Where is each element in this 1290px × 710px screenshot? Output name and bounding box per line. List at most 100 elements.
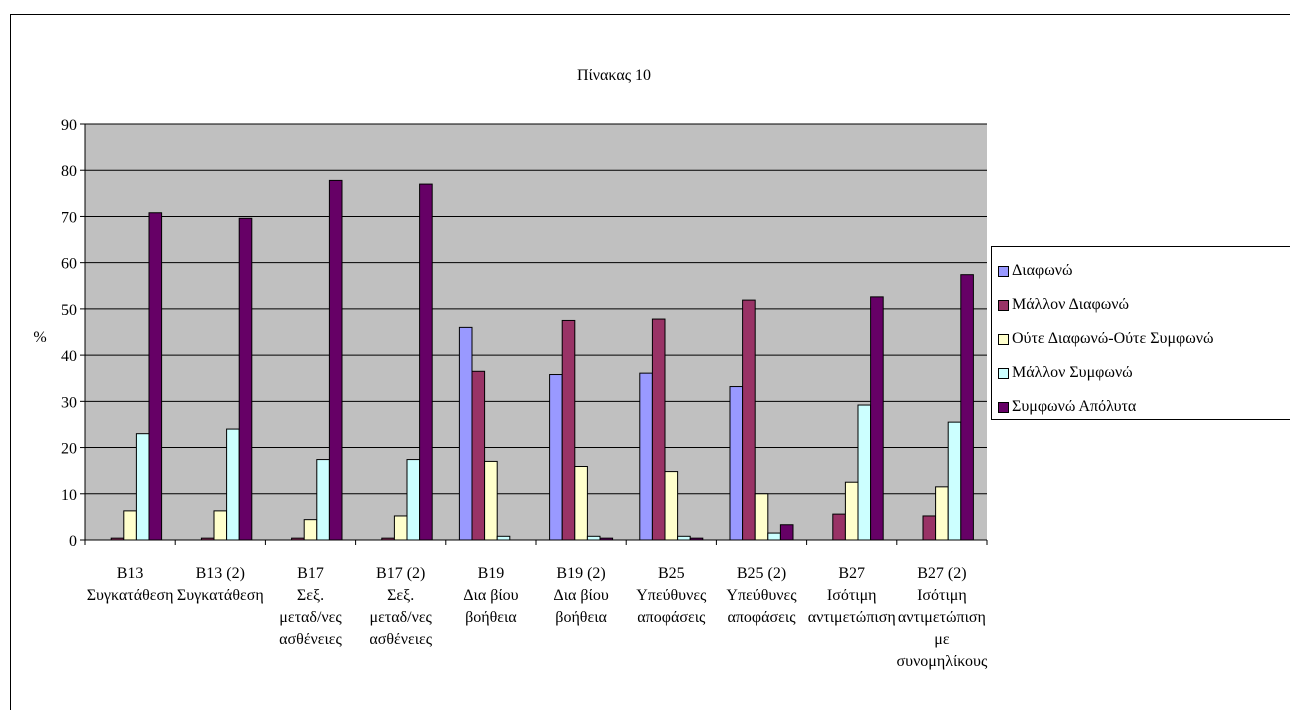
bar [844,481,859,541]
x-tick-label: βοήθεια [465,609,517,626]
legend-item: Μάλλον Συμφωνώ [998,362,1133,384]
y-tick-label: 10 [61,487,77,504]
bar [213,510,228,541]
legend-swatch [998,299,1009,311]
bar [471,370,486,541]
x-tick-label: Δια βίου [463,587,518,604]
x-tick-label: B19 (2) [556,565,605,582]
x-tick-label: συνομηλίκους [897,653,988,670]
legend-swatch [998,401,1009,413]
bar [960,274,974,541]
bar [947,421,962,541]
y-tick-label: 80 [61,163,77,180]
y-tick-label: 30 [61,394,77,411]
plot-area [85,124,987,540]
legend-item: Μάλλον Διαφωνώ [998,294,1129,316]
bar [870,296,884,541]
y-tick-label: 60 [61,256,77,273]
bar [419,183,433,541]
x-tick-label: B17 (2) [376,565,425,582]
x-tick-label: B19 [478,565,505,582]
x-tick-label: ασθένειες [279,631,342,648]
y-tick-label: 0 [69,533,77,550]
legend-swatch [998,265,1009,277]
y-tick-label: 20 [61,441,77,458]
x-tick-label: Σεξ. [387,587,414,604]
bar [316,459,330,541]
legend-label: Μάλλον Συμφωνώ [1012,364,1133,381]
x-tick-label: Δια βίου [553,587,608,604]
x-tick-label: μεταδ/νες [370,609,433,626]
x-tick-label: αποφάσεις [727,609,796,626]
bar [779,524,794,541]
chart-frame [10,14,1290,710]
y-tick-label: 40 [61,348,77,365]
bar [754,493,769,541]
y-tick-label: 50 [61,302,77,319]
bar [935,486,949,541]
y-tick-labels: 0 10 20 30 40 50 60 70 80 90 [61,117,77,550]
bar [549,374,563,541]
x-tick-label: Ισότιμη [827,587,877,604]
bar [677,535,691,541]
bar [406,459,421,541]
bar [639,372,653,541]
chart-title: Πίνακας 10 [577,67,651,84]
bar [561,319,576,541]
bar [328,179,343,541]
x-tick-label: με [934,631,950,648]
x-tick-label: αντιμετώπιση [898,609,986,626]
legend-item: Συμφωνώ Απόλυτα [998,396,1136,418]
bar [303,519,318,541]
bar [857,404,872,541]
bar [226,428,240,541]
x-tick-label: μεταδ/νες [279,609,342,626]
x-tick-label: βοήθεια [555,609,607,626]
y-tick-label: 90 [61,117,77,134]
x-tick-labels: B13 Συγκατάθεση B13 (2) Συγκατάθεση B17 Σεξ. μ… [87,565,988,670]
x-tick-label: B27 (2) [917,565,966,582]
bar [496,535,511,541]
x-tick-label: Συγκατάθεση [177,587,264,604]
bar [832,513,846,541]
axes [84,124,988,545]
x-tick-label: B25 [658,565,685,582]
bar [729,386,744,541]
bar [148,212,163,541]
y-tick-label: 70 [61,209,77,226]
x-tick-label: ασθένειες [369,631,432,648]
bar [123,510,137,541]
y-axis-label: % [33,329,46,346]
x-tick-label: αντιμετώπιση [808,609,896,626]
legend-label: Μάλλον Διαφωνώ [1012,296,1129,313]
x-tick-label: Σεξ. [297,587,324,604]
legend-label: Ούτε Διαφωνώ-Ούτε Συμφωνώ [1012,330,1214,347]
bar [767,532,781,541]
x-tick-label: Ισότιμη [917,587,967,604]
legend-item: Διαφωνώ [998,260,1073,282]
legend-label: Διαφωνώ [1012,262,1073,279]
x-tick-label: Συγκατάθεση [87,587,174,604]
bar [922,515,937,541]
bar [393,515,408,541]
legend-swatch [998,333,1009,345]
legend-item: Ούτε Διαφωνώ-Ούτε Συμφωνώ [998,328,1214,350]
x-tick-label: αποφάσεις [637,609,706,626]
bar [484,460,498,541]
x-tick-label: B17 [297,565,324,582]
bar [742,299,756,541]
x-tick-label: B13 [117,565,144,582]
bar [586,535,601,541]
bar [574,466,588,541]
x-tick-label: B27 [838,565,865,582]
x-tick-label: B25 (2) [737,565,786,582]
bar [651,318,666,541]
legend-label: Συμφωνώ Απόλυτα [1012,398,1137,415]
bar [664,471,679,541]
x-tick-label: B13 (2) [196,565,245,582]
x-tick-label: Υπεύθυνες [636,587,707,604]
legend-swatch [998,367,1009,379]
bar [458,326,473,541]
chart-legend: Διαφωνώ Μάλλον Διαφωνώ Ούτε Διαφωνώ-Ούτε Σ… [991,246,1290,420]
